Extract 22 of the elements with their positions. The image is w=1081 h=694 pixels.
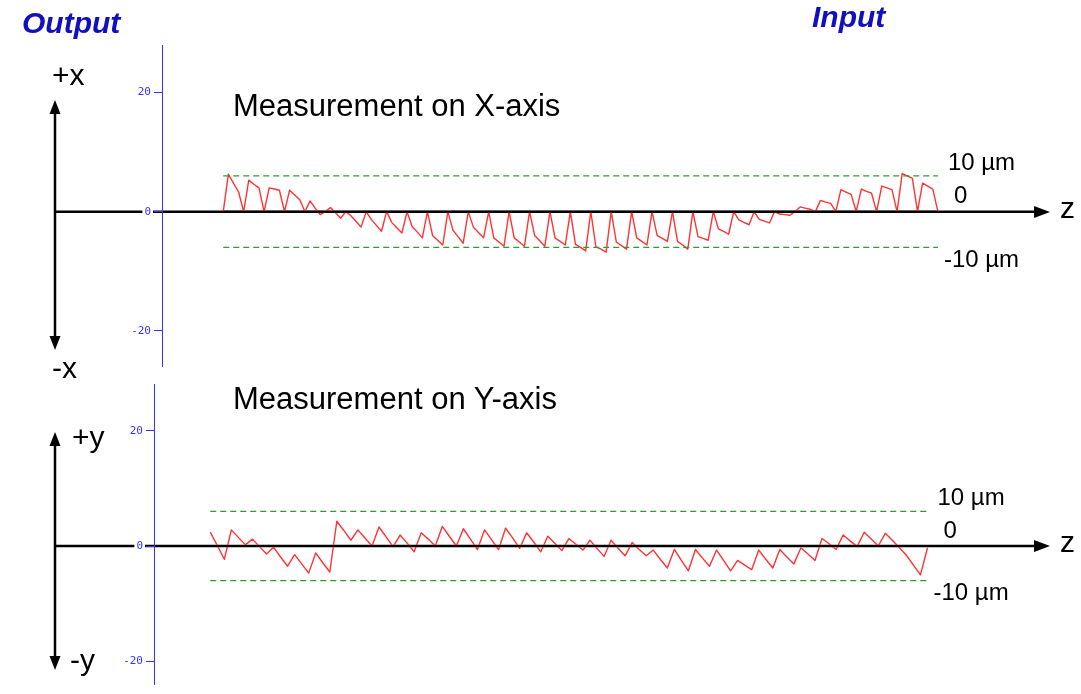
text: +x: [52, 58, 85, 91]
y-tick-label: -20: [123, 654, 143, 668]
ref-line-label: 0: [943, 515, 957, 543]
text: +y: [72, 420, 105, 453]
ref-line-label: 0: [953, 181, 968, 209]
ref-line-label: -10 µm: [943, 244, 1020, 272]
text: Input: [812, 0, 886, 33]
ref-line-label: 10 µm: [947, 147, 1016, 175]
x-axis-title: z: [1060, 525, 1075, 559]
ref-line-label: -10 µm: [933, 578, 1009, 606]
text: -y: [70, 643, 95, 676]
y-tick-label: 20: [137, 85, 151, 99]
text: Output: [22, 6, 121, 39]
y-tick-label: -20: [131, 323, 151, 337]
ref-line-label: 10 µm: [937, 483, 1005, 511]
text: Measurement on X-axis: [233, 88, 561, 123]
y-tick-label: 0: [136, 538, 143, 552]
text: -x: [52, 351, 77, 384]
chart-title: Measurement on Y-axis: [233, 381, 557, 416]
x-axis-title: z: [1060, 190, 1075, 224]
y-tick-label: 20: [129, 423, 143, 437]
y-tick-label: 0: [144, 204, 151, 218]
